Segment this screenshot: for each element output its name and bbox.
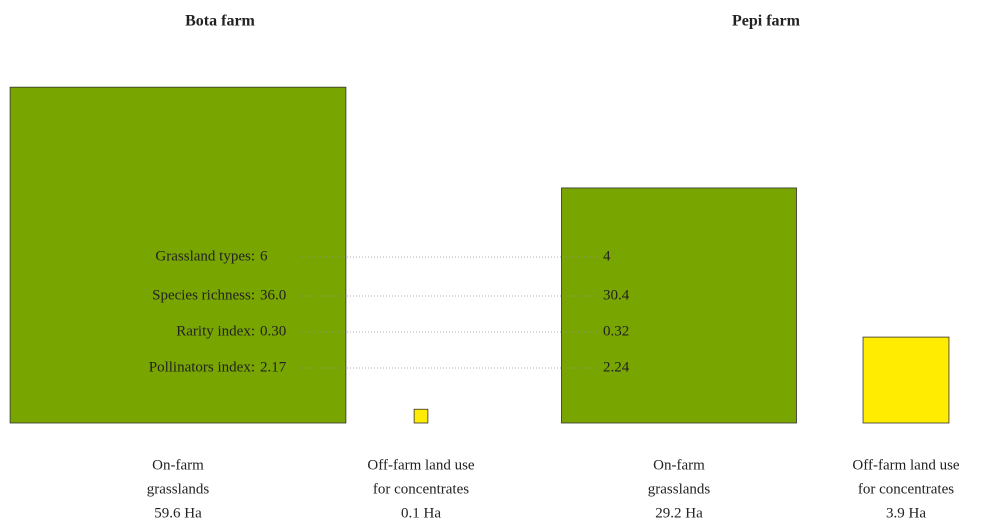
index-label: Rarity index: <box>176 323 255 339</box>
area-square <box>862 336 950 424</box>
index-value: 30.4 <box>603 287 630 303</box>
index-value: 0.32 <box>603 323 629 339</box>
index-label: Grassland types: <box>155 248 255 264</box>
area-label: 3.9 Ha <box>886 505 926 521</box>
item-label: for concentrates <box>858 481 954 497</box>
area-square <box>561 187 797 424</box>
index-value: 6 <box>260 248 268 264</box>
item-label: On-farm <box>152 457 204 473</box>
item-label: grasslands <box>648 481 711 497</box>
farm-title: Bota farm <box>185 13 255 30</box>
item-label: for concentrates <box>373 481 469 497</box>
index-value: 0.30 <box>260 323 286 339</box>
area-square <box>9 86 347 424</box>
item-label: Off-farm land use <box>852 457 960 473</box>
index-label: Species richness: <box>152 287 255 303</box>
item-label: Off-farm land use <box>367 457 475 473</box>
item-label: On-farm <box>653 457 705 473</box>
area-label: 0.1 Ha <box>401 505 441 521</box>
item-label: grasslands <box>147 481 210 497</box>
index-label: Pollinators index: <box>149 359 255 375</box>
area-label: 59.6 Ha <box>154 505 202 521</box>
index-value: 36.0 <box>260 287 286 303</box>
area-label: 29.2 Ha <box>655 505 703 521</box>
index-value: 4 <box>603 248 611 264</box>
index-value: 2.17 <box>260 359 287 375</box>
farm-title: Pepi farm <box>732 13 801 30</box>
index-value: 2.24 <box>603 359 630 375</box>
area-square <box>413 408 429 424</box>
